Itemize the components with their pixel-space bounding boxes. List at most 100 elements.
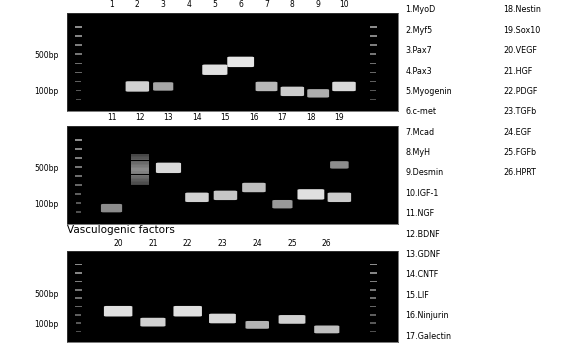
Bar [131, 158, 149, 159]
Bar [75, 148, 82, 150]
Text: 11.NGF: 11.NGF [406, 209, 435, 218]
Text: 1.MyoD: 1.MyoD [406, 5, 436, 15]
Bar [76, 193, 81, 195]
Bar [131, 165, 149, 167]
Bar [131, 174, 149, 176]
Bar [75, 139, 82, 141]
Text: 6.c-met: 6.c-met [406, 107, 436, 116]
Bar [370, 35, 376, 37]
Text: 15.LIF: 15.LIF [406, 291, 429, 300]
FancyBboxPatch shape [227, 57, 254, 67]
Text: 500bp: 500bp [34, 164, 59, 173]
Text: 13.GDNF: 13.GDNF [406, 250, 441, 259]
FancyBboxPatch shape [104, 306, 132, 316]
Text: 9: 9 [315, 0, 321, 9]
Text: 100bp: 100bp [34, 200, 59, 209]
Bar [370, 99, 376, 100]
FancyBboxPatch shape [242, 183, 266, 192]
Bar [76, 202, 81, 204]
Bar [76, 331, 81, 332]
Bar [76, 306, 81, 307]
Bar [370, 272, 376, 274]
Text: 5.Myogenin: 5.Myogenin [406, 87, 452, 96]
Text: 2.Myf5: 2.Myf5 [406, 26, 433, 35]
Bar [131, 173, 149, 174]
Bar [75, 289, 82, 290]
Bar [370, 80, 376, 82]
Bar [131, 167, 149, 168]
Text: 8.MyH: 8.MyH [406, 148, 431, 157]
Bar [131, 161, 149, 162]
Text: 3.Pax7: 3.Pax7 [406, 46, 432, 55]
Text: 100bp: 100bp [34, 87, 59, 96]
Text: 21: 21 [148, 238, 157, 248]
FancyBboxPatch shape [156, 163, 181, 173]
FancyBboxPatch shape [246, 321, 269, 329]
Bar [76, 323, 81, 324]
Text: 1: 1 [109, 0, 114, 9]
FancyBboxPatch shape [307, 89, 329, 98]
FancyBboxPatch shape [214, 191, 237, 200]
Text: 12.BDNF: 12.BDNF [406, 230, 440, 239]
Text: 20.VEGF: 20.VEGF [503, 46, 537, 55]
Text: 18.Nestin: 18.Nestin [503, 5, 541, 15]
FancyBboxPatch shape [314, 325, 339, 333]
Bar [75, 54, 82, 55]
Text: 15: 15 [221, 112, 230, 122]
Text: 12: 12 [135, 112, 145, 122]
Bar [131, 171, 149, 173]
Bar [370, 264, 377, 265]
FancyBboxPatch shape [202, 64, 227, 75]
FancyBboxPatch shape [256, 82, 278, 91]
Bar [131, 162, 149, 163]
Text: 14.CNTF: 14.CNTF [406, 270, 439, 280]
Bar [131, 159, 149, 161]
Bar [370, 90, 376, 91]
Bar [131, 154, 149, 156]
Bar [131, 184, 149, 185]
Bar [75, 166, 82, 168]
Text: 5: 5 [213, 0, 217, 9]
Bar [131, 181, 149, 182]
Bar [76, 80, 81, 82]
FancyBboxPatch shape [330, 161, 349, 169]
Text: 11: 11 [107, 112, 116, 122]
Bar [370, 306, 376, 307]
Bar [370, 44, 376, 46]
Text: 8: 8 [290, 0, 295, 9]
Bar [75, 35, 82, 37]
Text: 17.Galectin: 17.Galectin [406, 332, 451, 341]
Text: 2: 2 [135, 0, 139, 9]
Bar [370, 72, 376, 73]
Bar [76, 185, 81, 186]
Bar [131, 164, 149, 165]
Bar [131, 156, 149, 157]
Bar [75, 63, 81, 64]
Bar [131, 179, 149, 181]
Text: 19.Sox10: 19.Sox10 [503, 26, 540, 35]
Bar [75, 281, 82, 282]
Bar [75, 297, 81, 299]
FancyBboxPatch shape [125, 81, 149, 92]
Text: 16.Ninjurin: 16.Ninjurin [406, 311, 449, 320]
Text: 25.FGFb: 25.FGFb [503, 148, 536, 157]
Text: 7.Mcad: 7.Mcad [406, 128, 435, 137]
FancyBboxPatch shape [328, 193, 351, 202]
Text: 26.HPRT: 26.HPRT [503, 169, 536, 178]
Text: 20: 20 [113, 238, 123, 248]
Bar [131, 168, 149, 170]
Text: 18: 18 [306, 112, 315, 122]
FancyBboxPatch shape [153, 82, 173, 91]
Text: 23: 23 [218, 238, 227, 248]
Bar [370, 281, 376, 282]
Bar [131, 182, 149, 184]
Bar [75, 44, 82, 46]
FancyBboxPatch shape [279, 315, 306, 324]
Text: 10.IGF-1: 10.IGF-1 [406, 189, 439, 198]
Bar [131, 178, 149, 179]
Bar [370, 314, 376, 316]
FancyBboxPatch shape [185, 193, 209, 202]
FancyBboxPatch shape [272, 200, 292, 209]
Text: 23.TGFb: 23.TGFb [503, 107, 536, 116]
Bar [370, 27, 377, 28]
